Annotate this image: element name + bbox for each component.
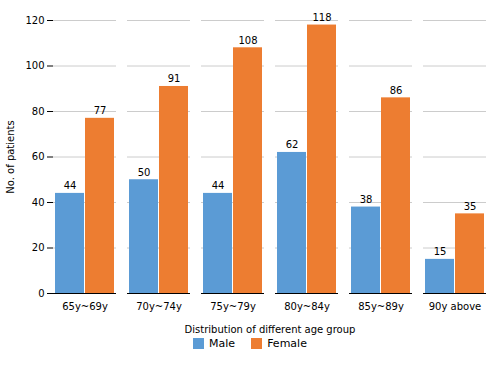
svg-text:50: 50 xyxy=(138,167,151,178)
svg-text:38: 38 xyxy=(360,194,373,205)
svg-text:40: 40 xyxy=(32,197,45,208)
svg-text:20: 20 xyxy=(32,242,45,253)
svg-text:77: 77 xyxy=(94,105,107,116)
svg-text:44: 44 xyxy=(212,180,225,191)
svg-text:62: 62 xyxy=(286,139,299,150)
svg-text:120: 120 xyxy=(25,15,44,26)
html-text:Female: Female xyxy=(267,337,307,350)
svg-text:108: 108 xyxy=(238,35,257,46)
svg-text:35: 35 xyxy=(464,201,477,212)
svg-text:0: 0 xyxy=(38,288,44,299)
svg-text:60: 60 xyxy=(32,151,45,162)
svg-text:70y~74y: 70y~74y xyxy=(136,301,182,312)
svg-text:15: 15 xyxy=(434,246,447,257)
svg-text:91: 91 xyxy=(168,73,181,84)
svg-text:65y~69y: 65y~69y xyxy=(62,301,108,312)
svg-text:118: 118 xyxy=(312,12,331,23)
svg-text:75y~79y: 75y~79y xyxy=(210,301,256,312)
html-text:Male: Male xyxy=(209,337,236,350)
svg-text:Distribution of different age: Distribution of different age group xyxy=(185,324,356,335)
svg-text:85y~89y: 85y~89y xyxy=(358,301,404,312)
svg-text:44: 44 xyxy=(64,180,77,191)
svg-text:86: 86 xyxy=(390,85,403,96)
svg-text:No. of patients: No. of patients xyxy=(5,120,16,193)
svg-text:90y above: 90y above xyxy=(429,301,482,312)
svg-text:100: 100 xyxy=(25,60,44,71)
svg-text:80: 80 xyxy=(32,106,45,117)
svg-text:80y~84y: 80y~84y xyxy=(284,301,330,312)
